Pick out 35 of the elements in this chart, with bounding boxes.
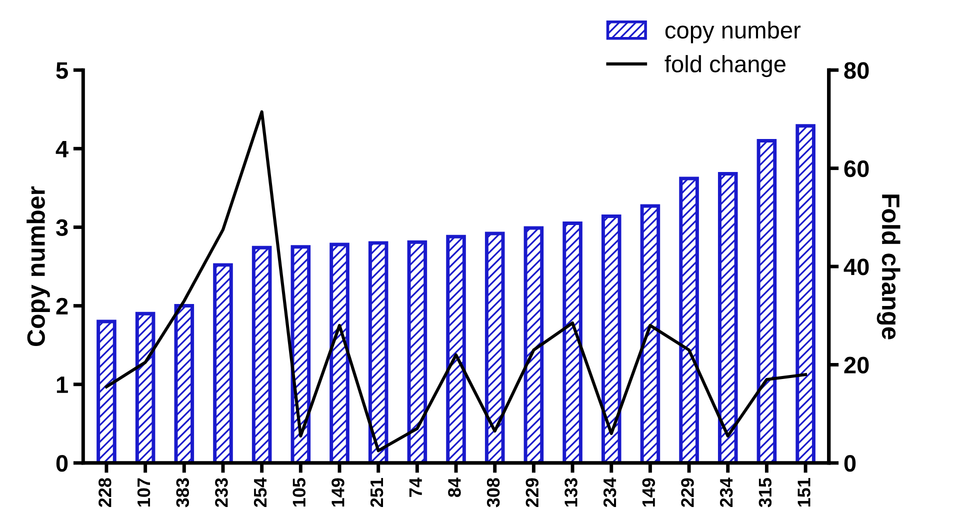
x-tick-label: 234 xyxy=(720,478,733,508)
y-tick-label: 4 xyxy=(56,140,68,158)
x-tick-label: 383 xyxy=(176,478,190,508)
x-tick-label: 228 xyxy=(98,478,112,508)
x-tick-label: 151 xyxy=(798,478,810,507)
y2-axis-title: Fold change xyxy=(876,194,900,340)
x-tick-label: 229 xyxy=(526,478,539,508)
x-tick-label: 254 xyxy=(254,478,267,508)
x-tick-label: 234 xyxy=(603,478,616,508)
x-tick-label: 84 xyxy=(448,478,461,498)
y2-tick-label: 40 xyxy=(844,258,869,276)
x-tick-label: 149 xyxy=(332,478,344,507)
x-tick-label: 149 xyxy=(642,478,656,507)
x-tick-label: 251 xyxy=(370,478,384,508)
line-series xyxy=(104,110,808,452)
y-tick-label: 0 xyxy=(56,455,68,472)
legend-label: copy number xyxy=(665,21,801,44)
x-tick-label: 107 xyxy=(137,478,150,507)
y-tick-label: 5 xyxy=(56,62,68,79)
x-tick-label: 74 xyxy=(409,478,422,497)
y2-tick-label: 80 xyxy=(844,62,869,79)
y-axis-title: Copy number xyxy=(26,186,50,346)
y-tick-label: 1 xyxy=(56,376,68,393)
y-tick-label: 3 xyxy=(56,219,68,236)
legend-label: fold change xyxy=(664,55,786,78)
y-tick-label: 2 xyxy=(56,298,68,314)
x-tick-label: 105 xyxy=(292,478,306,507)
x-tick-label: 233 xyxy=(215,478,228,508)
x-tick-label: 229 xyxy=(681,478,694,508)
x-tick-label: 308 xyxy=(486,478,500,508)
y2-tick-label: 60 xyxy=(844,160,869,178)
y2-tick-label: 0 xyxy=(844,455,856,472)
x-tick-label: 133 xyxy=(564,478,578,507)
y2-tick-label: 20 xyxy=(844,356,869,374)
x-tick-label: 315 xyxy=(758,478,772,508)
